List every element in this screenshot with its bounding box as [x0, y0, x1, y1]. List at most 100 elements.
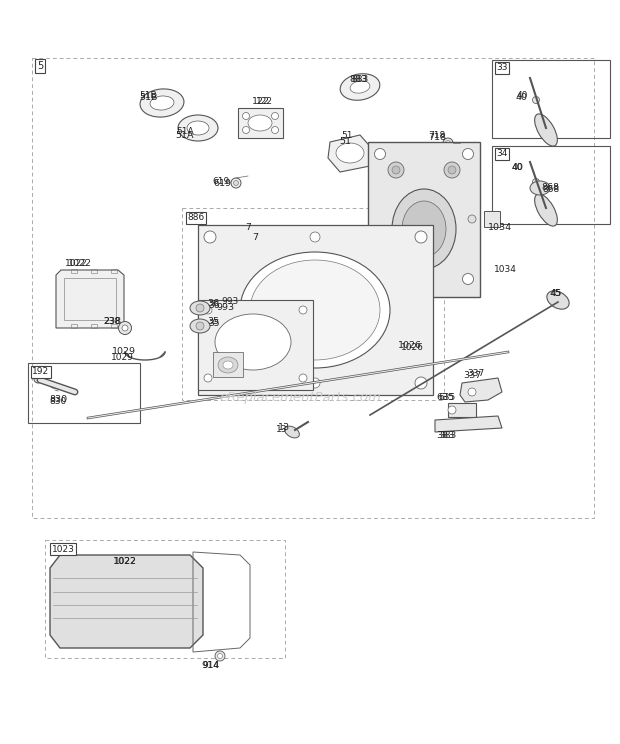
Circle shape [533, 97, 539, 103]
Circle shape [34, 375, 42, 383]
Circle shape [122, 325, 128, 331]
Bar [45, 540, 285, 658]
Circle shape [299, 374, 307, 382]
Text: 830: 830 [50, 397, 66, 406]
Ellipse shape [534, 114, 557, 146]
Ellipse shape [218, 357, 238, 373]
Polygon shape [56, 270, 124, 328]
Text: 830: 830 [49, 396, 67, 405]
Circle shape [204, 377, 216, 389]
Bar [32, 58, 594, 518]
Text: 993: 993 [221, 298, 239, 307]
Text: 36: 36 [207, 300, 219, 309]
Circle shape [272, 126, 278, 133]
Circle shape [468, 388, 476, 396]
Bar [492, 146, 610, 224]
Circle shape [392, 166, 400, 174]
Circle shape [468, 215, 476, 223]
Circle shape [204, 306, 212, 314]
Circle shape [463, 149, 474, 159]
Bar [448, 403, 476, 417]
Text: 1034: 1034 [494, 266, 516, 275]
Bar [198, 300, 313, 390]
Circle shape [310, 232, 320, 242]
Circle shape [196, 304, 204, 312]
Ellipse shape [190, 301, 210, 315]
Circle shape [446, 141, 451, 146]
Ellipse shape [250, 260, 380, 360]
Bar [28, 363, 140, 423]
Text: 1022: 1022 [113, 557, 136, 566]
Ellipse shape [240, 252, 390, 368]
Text: 51B: 51B [139, 91, 157, 100]
Text: 383: 383 [440, 431, 456, 440]
Text: 868: 868 [541, 184, 559, 193]
Text: 122: 122 [252, 97, 270, 106]
Ellipse shape [350, 81, 370, 93]
Text: 619: 619 [213, 179, 231, 187]
Text: 238: 238 [104, 318, 120, 327]
Text: 1034: 1034 [488, 222, 512, 231]
Circle shape [533, 179, 539, 185]
Ellipse shape [530, 181, 550, 195]
Circle shape [242, 126, 249, 133]
Text: 1022: 1022 [64, 258, 87, 268]
Text: 383: 383 [436, 431, 454, 440]
Text: 36: 36 [208, 301, 219, 310]
Circle shape [218, 653, 223, 658]
Text: 51: 51 [341, 130, 353, 139]
Text: 51A: 51A [175, 132, 194, 141]
Text: 7: 7 [252, 234, 258, 243]
Text: 1022: 1022 [113, 557, 137, 566]
Circle shape [299, 306, 307, 314]
Text: 40: 40 [516, 91, 528, 100]
Circle shape [242, 112, 249, 120]
Text: 1026: 1026 [401, 344, 423, 353]
Circle shape [196, 322, 204, 330]
Bar [91, 324, 97, 328]
Text: 886: 886 [187, 214, 205, 222]
Text: 1029: 1029 [110, 353, 133, 362]
Text: 51A: 51A [176, 127, 194, 136]
Bar [71, 269, 77, 273]
Bar [213, 352, 243, 377]
Text: 868: 868 [542, 185, 560, 194]
Circle shape [444, 162, 460, 178]
Polygon shape [435, 416, 502, 432]
Text: 33: 33 [496, 63, 508, 72]
Ellipse shape [402, 201, 446, 257]
Text: 40: 40 [512, 164, 523, 173]
Bar [111, 269, 117, 273]
Bar [182, 208, 444, 400]
Ellipse shape [336, 143, 364, 163]
Circle shape [415, 377, 427, 389]
Text: 1026: 1026 [398, 341, 422, 350]
Text: 122: 122 [255, 97, 273, 106]
Text: 5: 5 [37, 61, 43, 71]
Text: 35: 35 [207, 318, 219, 327]
Ellipse shape [140, 89, 184, 117]
Bar [64, 278, 116, 320]
Circle shape [415, 231, 427, 243]
Ellipse shape [215, 314, 291, 370]
Circle shape [374, 274, 386, 284]
Polygon shape [460, 378, 502, 402]
Circle shape [310, 378, 320, 388]
Circle shape [234, 181, 239, 185]
Circle shape [204, 231, 216, 243]
Circle shape [118, 321, 131, 335]
Text: 45: 45 [550, 289, 562, 298]
Text: 238: 238 [103, 318, 121, 327]
Polygon shape [50, 555, 203, 648]
Text: 619: 619 [213, 176, 229, 185]
Polygon shape [328, 135, 375, 172]
Text: 35: 35 [208, 318, 219, 327]
Text: 635: 635 [438, 393, 456, 402]
Circle shape [204, 374, 212, 382]
Text: eReplacementParts.com: eReplacementParts.com [219, 391, 381, 405]
Text: 45: 45 [551, 289, 562, 298]
Ellipse shape [285, 426, 299, 438]
Ellipse shape [178, 115, 218, 141]
Ellipse shape [187, 121, 209, 135]
Text: 51B: 51B [139, 92, 157, 101]
